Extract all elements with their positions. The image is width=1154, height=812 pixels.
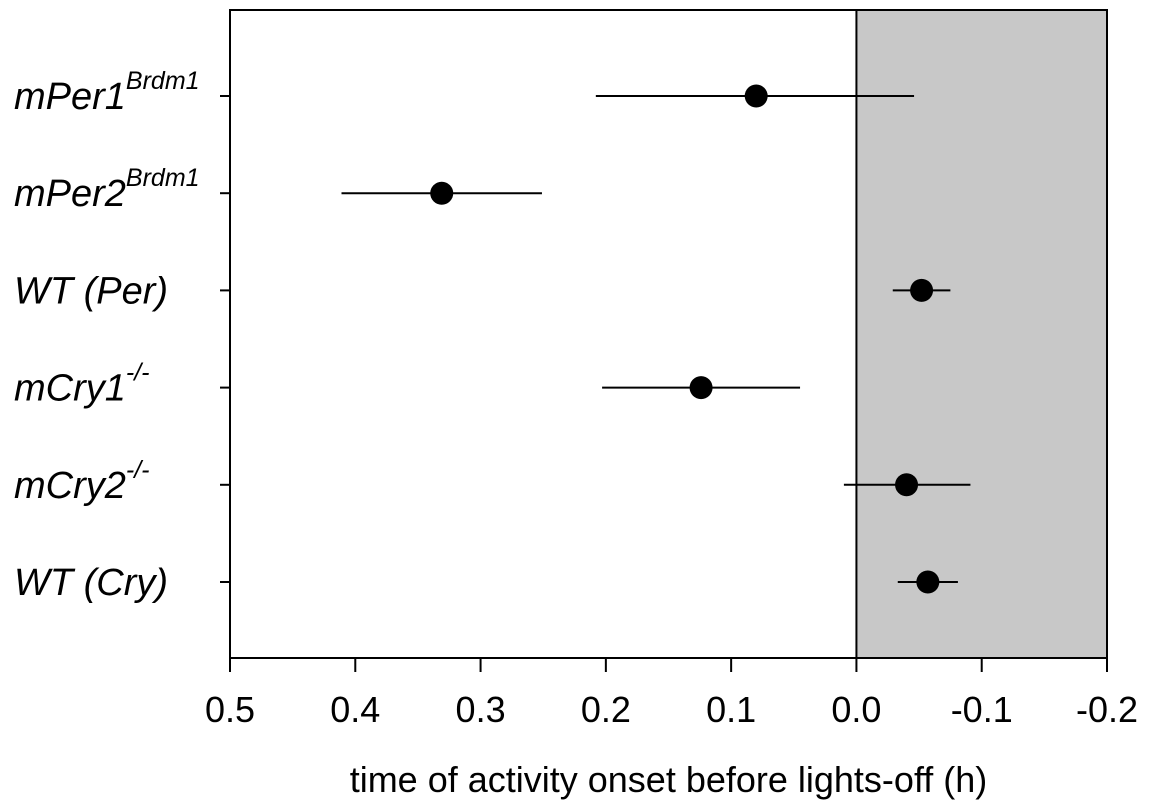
x-axis: 0.5 0.4 0.3 0.2 0.1 0.0 -0.1 -0.2 bbox=[205, 658, 1138, 730]
data-series bbox=[341, 84, 971, 594]
data-point bbox=[689, 376, 713, 400]
x-tick-label: 0.2 bbox=[581, 689, 631, 730]
data-point bbox=[430, 181, 454, 205]
x-tick-label: 0.3 bbox=[456, 689, 506, 730]
category-label: WT (Cry) bbox=[14, 562, 168, 604]
x-tick-label: 0.0 bbox=[831, 689, 881, 730]
category-label: mPer1Brdm1 bbox=[14, 67, 200, 118]
y-axis: mPer1Brdm1 mPer2Brdm1 WT (Per) mCry1-/- mCry… bbox=[14, 67, 230, 604]
category-label: mCry2-/- bbox=[14, 456, 150, 507]
x-tick-label: 0.4 bbox=[330, 689, 380, 730]
x-tick-label: -0.1 bbox=[951, 689, 1013, 730]
x-tick-label: 0.1 bbox=[706, 689, 756, 730]
category-label: WT (Per) bbox=[14, 270, 168, 312]
plot-frame bbox=[229, 9, 1108, 659]
category-label: mCry1-/- bbox=[14, 359, 150, 410]
data-point bbox=[910, 278, 934, 302]
category-label: mPer2Brdm1 bbox=[14, 164, 200, 215]
shaded-region bbox=[856, 10, 1107, 658]
data-point bbox=[916, 570, 940, 594]
data-point bbox=[744, 84, 768, 108]
x-axis-label: time of activity onset before lights-off… bbox=[350, 759, 988, 800]
data-point bbox=[895, 473, 919, 497]
x-tick-label: 0.5 bbox=[205, 689, 255, 730]
x-tick-label: -0.2 bbox=[1076, 689, 1138, 730]
